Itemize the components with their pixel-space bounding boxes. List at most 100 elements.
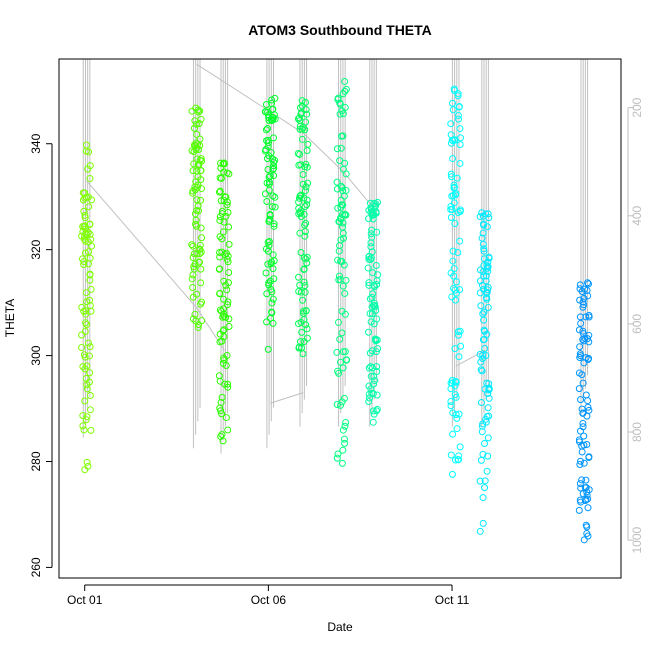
data-point bbox=[454, 249, 462, 257]
data-point bbox=[81, 466, 89, 474]
data-point bbox=[368, 364, 376, 372]
data-point bbox=[476, 477, 484, 485]
data-point bbox=[336, 100, 344, 108]
data-point bbox=[339, 364, 347, 372]
data-point bbox=[222, 281, 230, 289]
data-point bbox=[195, 207, 203, 215]
connector-line bbox=[86, 180, 198, 309]
data-point bbox=[365, 398, 373, 406]
data-point bbox=[299, 170, 307, 178]
data-point bbox=[265, 237, 273, 245]
data-point bbox=[455, 103, 463, 111]
data-point bbox=[372, 306, 380, 314]
data-point bbox=[335, 276, 343, 284]
data-point bbox=[87, 235, 95, 243]
data-point bbox=[585, 311, 593, 319]
data-point bbox=[334, 318, 342, 326]
data-point bbox=[576, 313, 584, 321]
data-point bbox=[480, 245, 488, 253]
data-point bbox=[192, 104, 200, 112]
data-point bbox=[217, 174, 225, 182]
data-point bbox=[86, 296, 94, 304]
data-point bbox=[216, 233, 224, 241]
data-point bbox=[448, 173, 456, 181]
data-point bbox=[224, 426, 232, 434]
data-point bbox=[482, 418, 490, 426]
data-point bbox=[339, 426, 347, 434]
data-point bbox=[262, 101, 270, 109]
data-point bbox=[580, 536, 588, 544]
data-point bbox=[366, 349, 374, 357]
data-point bbox=[197, 265, 205, 273]
data-point bbox=[368, 294, 376, 302]
data-point bbox=[338, 459, 346, 467]
data-point bbox=[219, 437, 227, 445]
data-point bbox=[297, 213, 305, 221]
data-point bbox=[452, 378, 460, 386]
data-point bbox=[477, 456, 485, 464]
data-point bbox=[268, 203, 276, 211]
data-point bbox=[304, 179, 312, 187]
data-point bbox=[79, 411, 87, 419]
y-tick-label: 340 bbox=[29, 133, 43, 153]
data-point bbox=[585, 354, 593, 362]
data-point bbox=[86, 220, 94, 228]
data-point bbox=[456, 237, 464, 245]
data-point bbox=[480, 326, 488, 334]
data-point bbox=[368, 226, 376, 234]
data-point bbox=[296, 122, 304, 130]
data-point bbox=[366, 310, 374, 318]
data-point bbox=[479, 354, 487, 362]
data-point bbox=[264, 238, 272, 246]
data-point bbox=[197, 155, 205, 163]
data-point bbox=[583, 440, 591, 448]
data-point bbox=[302, 255, 310, 263]
data-point bbox=[335, 247, 343, 255]
data-point bbox=[450, 265, 458, 273]
data-point bbox=[263, 125, 271, 133]
data-point bbox=[216, 213, 224, 221]
data-point bbox=[581, 497, 589, 505]
data-point bbox=[340, 435, 348, 443]
data-point bbox=[365, 364, 373, 372]
data-point bbox=[190, 160, 198, 168]
data-point bbox=[483, 294, 491, 302]
data-point bbox=[481, 439, 489, 447]
data-point bbox=[575, 436, 583, 444]
data-point bbox=[301, 232, 309, 240]
data-point bbox=[298, 135, 306, 143]
data-point bbox=[484, 283, 492, 291]
data-point bbox=[451, 219, 459, 227]
data-point bbox=[576, 296, 584, 304]
data-point bbox=[484, 258, 492, 266]
data-point bbox=[582, 391, 590, 399]
data-point bbox=[261, 190, 269, 198]
data-point bbox=[263, 318, 271, 326]
data-point bbox=[579, 490, 587, 498]
data-point bbox=[578, 448, 586, 456]
data-point bbox=[188, 275, 196, 283]
data-point bbox=[197, 167, 205, 175]
data-point bbox=[216, 216, 224, 224]
data-point bbox=[82, 289, 90, 297]
data-point bbox=[295, 198, 303, 206]
data-point bbox=[340, 261, 348, 269]
data-point bbox=[194, 323, 202, 331]
data-point bbox=[369, 418, 377, 426]
data-point bbox=[271, 94, 279, 102]
data-point bbox=[83, 413, 91, 421]
data-point bbox=[579, 327, 587, 335]
data-point bbox=[219, 313, 227, 321]
data-point bbox=[224, 380, 232, 388]
data-point bbox=[267, 277, 275, 285]
data-point bbox=[298, 97, 306, 105]
data-point bbox=[447, 131, 455, 139]
data-point bbox=[476, 527, 484, 535]
data-point bbox=[339, 446, 347, 454]
data-point bbox=[86, 276, 94, 284]
data-point bbox=[80, 223, 88, 231]
data-point bbox=[342, 356, 350, 364]
data-point bbox=[220, 312, 228, 320]
data-point bbox=[195, 160, 203, 168]
data-point bbox=[86, 230, 94, 238]
